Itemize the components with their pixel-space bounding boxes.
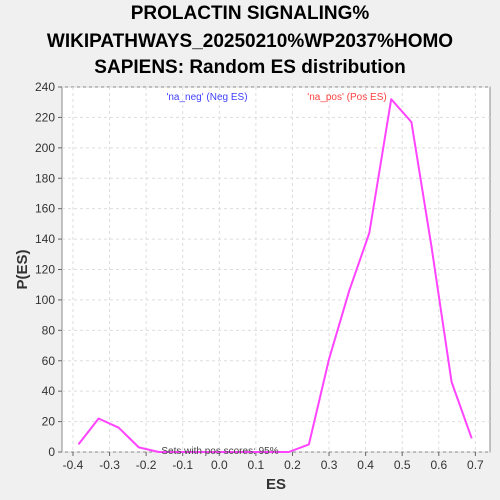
pos-es-label: 'na_pos' (Pos ES) bbox=[307, 92, 386, 103]
x-axis-label: ES bbox=[266, 476, 286, 493]
x-tick-label: 0.3 bbox=[321, 458, 338, 472]
x-tick-label: -0.2 bbox=[136, 458, 157, 472]
y-tick-label: 40 bbox=[42, 384, 56, 398]
chart-title-line-3: SAPIENS: Random ES distribution bbox=[94, 57, 406, 78]
neg-es-label: 'na_neg' (Neg ES) bbox=[166, 92, 247, 103]
y-axis-label: P(ES) bbox=[14, 249, 31, 289]
x-tick-label: 0.4 bbox=[357, 458, 374, 472]
x-tick-label: 0.2 bbox=[284, 458, 301, 472]
series-group bbox=[77, 98, 473, 453]
x-tick-label: 0.6 bbox=[430, 458, 447, 472]
y-tick-label: 240 bbox=[35, 80, 55, 94]
y-tick-label: 20 bbox=[42, 415, 56, 429]
chart-title-line-1: PROLACTIN SIGNALING% bbox=[130, 3, 370, 24]
x-axis-ticks: -0.4 -0.3 -0.2 -0.1 0.0 0.1 0.2 0.3 0.4 0.5 0.6 0.7 bbox=[63, 452, 484, 472]
chart-title-line-2: WIKIPATHWAYS_20250210%WP2037%HOMO bbox=[46, 31, 454, 52]
pos-score-note: Sets with pos scores: 95% bbox=[161, 446, 278, 457]
y-axis-ticks: 0 20 40 60 80 100 120 140 160 180 200 220 240 bbox=[35, 80, 62, 459]
y-tick-label: 220 bbox=[35, 110, 55, 124]
y-tick-label: 0 bbox=[48, 445, 55, 459]
x-tick-label: -0.1 bbox=[172, 458, 193, 472]
y-tick-label: 80 bbox=[42, 323, 56, 337]
y-tick-label: 180 bbox=[35, 171, 55, 185]
grid-lines bbox=[62, 86, 490, 453]
series-line bbox=[77, 98, 473, 453]
y-tick-label: 60 bbox=[42, 354, 56, 368]
y-tick-label: 100 bbox=[35, 293, 55, 307]
plot-area bbox=[61, 86, 491, 453]
y-tick-label: 120 bbox=[35, 263, 55, 277]
y-tick-label: 140 bbox=[35, 232, 55, 246]
x-tick-label: 0.1 bbox=[248, 458, 265, 472]
x-tick-label: -0.4 bbox=[63, 458, 84, 472]
x-tick-label: 0.7 bbox=[467, 458, 484, 472]
x-tick-label: 0.0 bbox=[211, 458, 228, 472]
y-tick-label: 200 bbox=[35, 141, 55, 155]
y-tick-label: 160 bbox=[35, 202, 55, 216]
x-tick-label: 0.5 bbox=[394, 458, 411, 472]
x-tick-label: -0.3 bbox=[99, 458, 120, 472]
